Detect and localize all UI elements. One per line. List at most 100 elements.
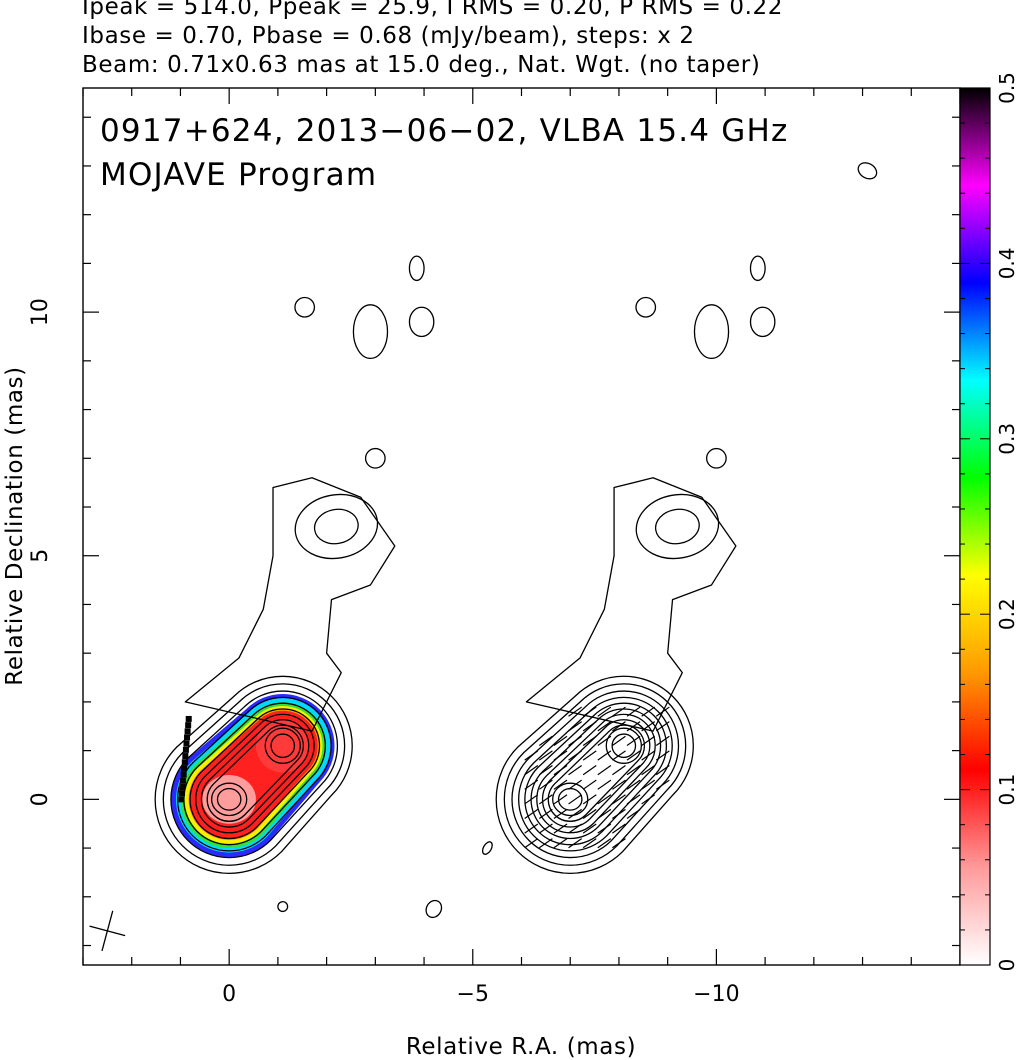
intensity-contour bbox=[530, 708, 662, 840]
evpa-tick bbox=[655, 706, 670, 717]
header-peak-line: Ipeak = 514.0, Ppeak = 25.9, I RMS = 0.2… bbox=[82, 0, 784, 20]
evpa-tick bbox=[641, 765, 656, 776]
evpa-tick bbox=[626, 765, 641, 776]
evpa-tick bbox=[597, 735, 612, 746]
evpa-tick bbox=[582, 823, 597, 834]
intensity-contour bbox=[177, 696, 332, 852]
evpa-tick bbox=[538, 838, 553, 849]
chart-title: 0917+624, 2013−06−02, VLBA 15.4 GHz bbox=[100, 113, 788, 149]
evpa-tick bbox=[655, 750, 670, 761]
noise-contour bbox=[749, 255, 766, 282]
evpa-tick bbox=[612, 765, 626, 776]
polarized-intensity-edge bbox=[179, 783, 186, 790]
chart-subtitle: MOJAVE Program bbox=[100, 157, 377, 193]
intensity-contour bbox=[170, 690, 339, 859]
intensity-contour bbox=[524, 702, 668, 846]
outer-knot-contour bbox=[294, 493, 379, 560]
intensity-contour bbox=[536, 713, 656, 834]
evpa-tick bbox=[641, 779, 656, 790]
evpa-tick bbox=[538, 735, 553, 746]
evpa-tick bbox=[553, 765, 568, 776]
core-contour bbox=[552, 782, 589, 817]
evpa-tick bbox=[582, 808, 597, 820]
evpa-ticks bbox=[524, 706, 670, 849]
jet-envelope-contour bbox=[184, 477, 396, 732]
colorbar-tick-label: 0.3 bbox=[995, 423, 1019, 455]
polarized-intensity-edge bbox=[182, 753, 189, 760]
header-beam-line: Beam: 0.71x0.63 mas at 15.0 deg., Nat. W… bbox=[82, 52, 761, 78]
inner-jet-contour bbox=[611, 733, 637, 759]
noise-contour bbox=[425, 899, 443, 919]
intensity-contour bbox=[541, 719, 651, 828]
evpa-tick bbox=[524, 765, 539, 776]
noise-contour bbox=[408, 306, 435, 338]
evpa-tick bbox=[538, 765, 553, 776]
evpa-tick bbox=[568, 721, 582, 732]
evpa-tick bbox=[582, 838, 597, 849]
colorbar-tick-label: 0 bbox=[995, 959, 1019, 972]
evpa-tick bbox=[582, 750, 597, 761]
evpa-tick bbox=[612, 735, 626, 746]
evpa-tick bbox=[568, 765, 582, 776]
right-contours bbox=[495, 255, 776, 874]
evpa-tick bbox=[597, 750, 612, 761]
colorbar-tick-label: 0.1 bbox=[995, 774, 1019, 806]
colorbar bbox=[959, 87, 991, 966]
outer-knot-contour bbox=[313, 508, 359, 545]
x-tick-label: 0 bbox=[222, 982, 236, 1007]
polarized-intensity-edge bbox=[184, 728, 191, 735]
y-tick-label: 10 bbox=[28, 298, 53, 326]
noise-contour bbox=[364, 447, 386, 469]
evpa-tick bbox=[612, 750, 626, 761]
evpa-tick bbox=[582, 794, 597, 805]
evpa-tick bbox=[538, 779, 553, 790]
inner-jet-contour bbox=[605, 727, 643, 764]
inner-jet-contour bbox=[264, 727, 301, 764]
intensity-contour bbox=[162, 683, 346, 866]
intensity-contour bbox=[518, 696, 673, 852]
colorbar-ticks: 0 0.1 0.2 0.3 0.4 0.5 bbox=[960, 72, 1019, 971]
evpa-tick bbox=[568, 706, 582, 717]
evpa-tick bbox=[553, 823, 568, 834]
evpa-tick bbox=[524, 838, 539, 849]
evpa-tick bbox=[568, 779, 582, 790]
polarized-intensity-edge bbox=[183, 740, 190, 747]
inner-jet-contour bbox=[270, 733, 296, 759]
evpa-tick bbox=[553, 838, 568, 849]
noise-contour bbox=[705, 447, 727, 469]
evpa-tick bbox=[538, 750, 553, 761]
evpa-tick bbox=[568, 838, 582, 849]
polarization-color-map bbox=[171, 694, 335, 858]
evpa-tick bbox=[582, 706, 597, 717]
x-axis-label: Relative R.A. (mas) bbox=[406, 1034, 636, 1060]
evpa-tick bbox=[641, 794, 656, 805]
axis-ticks: 0 −5 −10 0 5 10 bbox=[28, 88, 961, 1007]
noise-contour bbox=[635, 296, 657, 318]
evpa-tick bbox=[524, 823, 539, 834]
evpa-tick bbox=[597, 838, 612, 849]
evpa-tick bbox=[641, 750, 656, 761]
evpa-tick bbox=[626, 706, 641, 717]
evpa-tick bbox=[597, 794, 612, 805]
evpa-tick bbox=[597, 779, 612, 790]
evpa-tick bbox=[553, 794, 568, 805]
header-base-line: Ibase = 0.70, Pbase = 0.68 (mJy/beam), s… bbox=[82, 23, 695, 49]
evpa-tick bbox=[524, 779, 539, 790]
evpa-tick bbox=[641, 706, 656, 717]
evpa-tick bbox=[612, 706, 626, 717]
evpa-tick bbox=[626, 794, 641, 805]
intensity-contour bbox=[511, 690, 680, 859]
noise-contour bbox=[294, 296, 316, 318]
left-contours bbox=[154, 162, 878, 919]
evpa-tick bbox=[626, 808, 641, 820]
noise-contour bbox=[277, 901, 289, 913]
evpa-tick bbox=[582, 765, 597, 776]
y-tick-label: 0 bbox=[28, 792, 53, 806]
evpa-tick bbox=[582, 721, 597, 732]
evpa-tick bbox=[597, 765, 612, 776]
y-axis-label: Relative Declination (mas) bbox=[2, 366, 28, 685]
polarized-intensity-edge bbox=[185, 722, 192, 729]
evpa-tick bbox=[612, 721, 626, 732]
evpa-tick bbox=[626, 721, 641, 732]
evpa-tick bbox=[612, 808, 626, 820]
